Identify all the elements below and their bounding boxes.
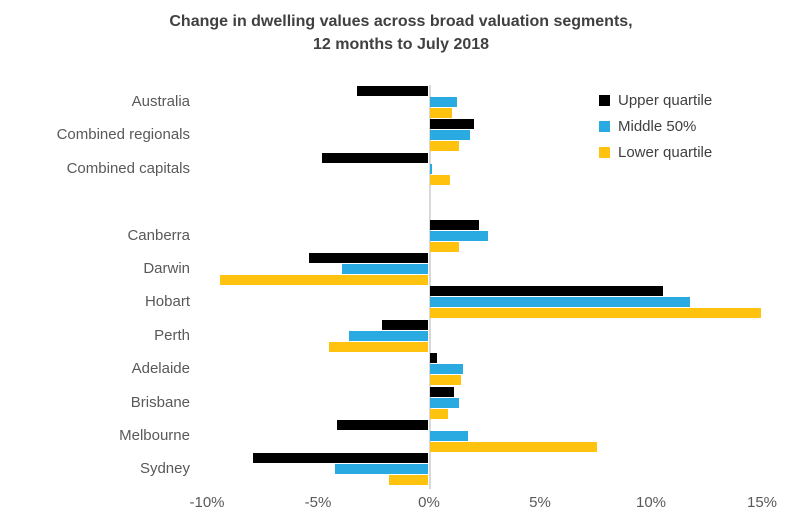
bar-melbourne-lower-quartile [430,442,597,452]
bar-sydney-upper-quartile [253,453,429,464]
bar-canberra-middle-50 [430,230,488,241]
bar-sydney-lower-quartile [388,475,429,486]
chart-title-line2: 12 months to July 2018 [312,36,490,53]
bar-combined-capitals-lower-quartile [430,174,450,185]
bar-adelaide-lower-quartile [430,375,462,386]
bar-combined-capitals-upper-quartile [321,152,429,163]
x-tick-15: 15% [746,493,778,511]
bar-hobart-upper-quartile [430,286,664,297]
category-label-canberra: Canberra [127,226,190,244]
bar-melbourne-upper-quartile [337,420,429,430]
zero-axis-line [428,85,431,489]
legend-item-lower-quartile: Lower quartile [599,139,712,165]
bar-canberra-lower-quartile [430,241,459,252]
bar-canberra-upper-quartile [430,219,479,230]
category-label-brisbane: Brisbane [130,393,190,411]
legend-swatch-lower-quartile-icon [599,146,610,158]
bar-combined-capitals-middle-50 [430,163,433,174]
bar-brisbane-middle-50 [430,397,459,408]
x-tick-10: -10% [189,493,225,511]
x-tick-0: 0% [418,493,440,511]
category-label-darwin: Darwin [143,260,190,277]
bar-darwin-middle-50 [341,264,429,274]
legend-swatch-middle-50-icon [599,120,610,132]
bar-australia-lower-quartile [430,108,453,118]
chart-title-line1: Change in dwelling values across broad v… [169,13,633,30]
bar-adelaide-middle-50 [430,364,464,375]
chart-title: Change in dwelling values across broad v… [0,10,802,56]
category-label-hobart: Hobart [144,293,190,311]
bar-perth-lower-quartile [328,341,429,352]
category-label-combined-regionals: Combined regionals [56,126,190,144]
category-label-australia: Australia [131,93,190,110]
legend-label-lower-quartile: Lower quartile [618,143,713,161]
bar-australia-upper-quartile [357,86,429,96]
category-label-combined-capitals: Combined capitals [66,159,190,177]
bar-hobart-middle-50 [430,297,690,308]
category-label-melbourne: Melbourne [119,427,190,444]
legend: Upper quartile Middle 50% Lower quartile [599,87,712,165]
bar-perth-upper-quartile [381,319,429,330]
category-label-perth: Perth [154,326,190,344]
legend-item-middle-50: Middle 50% [599,113,712,139]
bar-brisbane-lower-quartile [430,408,448,419]
bar-perth-middle-50 [348,330,429,341]
legend-label-upper-quartile: Upper quartile [618,91,713,109]
bar-combined-regionals-lower-quartile [430,141,459,152]
bar-sydney-middle-50 [335,464,429,475]
bar-combined-regionals-upper-quartile [430,119,475,130]
bar-hobart-lower-quartile [430,308,761,319]
bar-darwin-upper-quartile [308,253,429,263]
legend-swatch-upper-quartile-icon [599,94,610,106]
bar-brisbane-upper-quartile [430,386,455,397]
legend-label-middle-50: Middle 50% [618,117,697,135]
x-tick-10: 10% [635,493,667,511]
category-label-adelaide: Adelaide [131,360,190,378]
x-tick-5: -5% [304,493,332,511]
category-label-sydney: Sydney [139,460,190,478]
legend-item-upper-quartile: Upper quartile [599,87,712,113]
bar-combined-regionals-middle-50 [430,130,470,141]
x-tick-5: 5% [529,493,551,511]
bar-adelaide-upper-quartile [430,353,437,364]
bar-australia-middle-50 [430,97,457,107]
bar-darwin-lower-quartile [219,275,429,285]
bar-melbourne-middle-50 [430,431,468,441]
